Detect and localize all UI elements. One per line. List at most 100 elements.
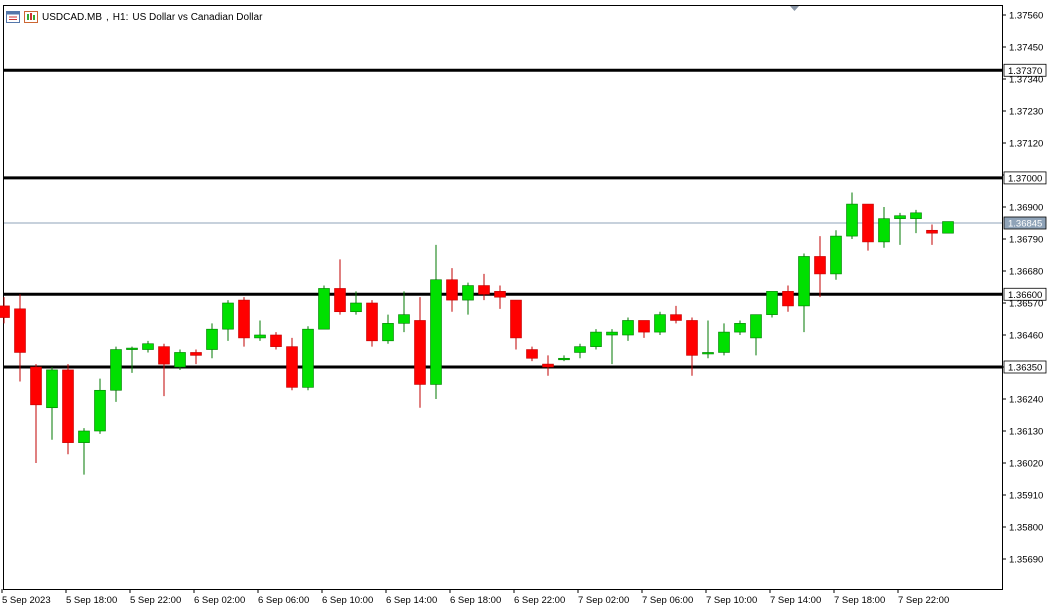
candle-body — [558, 357, 570, 361]
candle — [254, 320, 266, 341]
candle-body — [494, 291, 506, 298]
y-axis-tick-label: 1.35690 — [1009, 555, 1043, 566]
y-axis-tick-label: 1.36130 — [1009, 427, 1043, 438]
candle-body — [190, 352, 202, 356]
y-axis-tick-label: 1.36790 — [1009, 235, 1043, 246]
x-axis-tick-label: 6 Sep 18:00 — [450, 595, 501, 606]
candle — [238, 297, 250, 347]
candle-body — [318, 288, 330, 330]
plot-frame — [3, 5, 1003, 590]
level-price-label: 1.37370 — [1003, 63, 1047, 77]
x-axis-tick-label: 6 Sep 10:00 — [322, 595, 373, 606]
candle-body — [270, 334, 282, 347]
x-axis-tick-label: 6 Sep 06:00 — [258, 595, 309, 606]
x-axis-tick-label: 6 Sep 22:00 — [514, 595, 565, 606]
y-axis-tick-label: 1.36460 — [1009, 331, 1043, 342]
level-price-label: 1.36600 — [1003, 287, 1047, 301]
candle — [46, 367, 58, 440]
candle-body — [0, 305, 10, 318]
candle-body — [670, 314, 682, 321]
candle — [638, 320, 650, 338]
candle-body — [254, 334, 266, 339]
candle-body — [142, 343, 154, 350]
candle — [126, 346, 138, 373]
level-price-label-text: 1.37000 — [1008, 173, 1042, 184]
candle — [750, 314, 762, 356]
candle — [894, 212, 906, 245]
candle — [414, 297, 426, 408]
candle — [590, 329, 602, 350]
candle — [510, 299, 522, 350]
y-axis-tick-label: 1.36240 — [1009, 395, 1043, 406]
candle-body — [798, 256, 810, 307]
level-price-label-text: 1.37370 — [1008, 66, 1042, 77]
candle-body — [14, 308, 26, 353]
candle-body — [510, 299, 522, 339]
y-axis-tick-label: 1.36900 — [1009, 203, 1043, 214]
candle — [910, 209, 922, 234]
one-click-trading-icon[interactable] — [24, 11, 38, 23]
candle — [574, 343, 586, 359]
x-axis-tick-label: 5 Sep 22:00 — [130, 595, 181, 606]
candle — [558, 355, 570, 362]
candle-body — [158, 346, 170, 365]
candle-body — [590, 331, 602, 347]
candle-body — [430, 279, 442, 385]
candle — [366, 300, 378, 347]
candle — [766, 291, 778, 318]
candle-body — [238, 299, 250, 339]
candle-body — [862, 203, 874, 243]
candle-body — [846, 203, 858, 237]
level-price-label: 1.37000 — [1003, 171, 1047, 184]
candle-body — [398, 314, 410, 324]
x-axis-tick-label: 5 Sep 2023 — [2, 595, 51, 606]
candle-body — [30, 366, 42, 406]
candle-body — [414, 320, 426, 385]
candle-body — [926, 229, 938, 234]
candle-body — [766, 291, 778, 315]
candle — [622, 317, 634, 341]
candle-body — [110, 349, 122, 391]
candle-body — [574, 346, 586, 353]
candle-body — [638, 320, 650, 333]
y-axis-tick-label: 1.36020 — [1009, 459, 1043, 470]
timeframe-label: H1: — [112, 11, 129, 23]
candle-body — [830, 235, 842, 275]
candle-body — [734, 323, 746, 333]
level-price-label-text: 1.36350 — [1008, 363, 1042, 374]
chart-window-icon[interactable] — [6, 11, 20, 23]
candle — [446, 268, 458, 312]
y-axis-tick-label: 1.37450 — [1009, 43, 1043, 54]
candle — [926, 224, 938, 245]
candle — [158, 343, 170, 397]
candle-body — [334, 288, 346, 313]
candle — [398, 291, 410, 333]
candle-body — [702, 352, 714, 355]
candle — [494, 285, 506, 309]
candle — [206, 323, 218, 359]
candle — [702, 320, 714, 359]
candle — [734, 320, 746, 335]
candle — [94, 378, 106, 434]
x-axis-tick-label: 7 Sep 22:00 — [898, 595, 949, 606]
candle — [462, 282, 474, 315]
candle — [382, 314, 394, 344]
candle-body — [302, 328, 314, 388]
y-axis-tick-label: 1.37560 — [1009, 11, 1043, 22]
chart-header: USDCAD.MB, H1: US Dollar vs Canadian Dol… — [6, 9, 262, 25]
candle-body — [894, 215, 906, 219]
candle — [334, 259, 346, 315]
candle — [798, 253, 810, 333]
candle — [606, 329, 618, 365]
candle-body — [910, 212, 922, 219]
chart-shift-marker-icon[interactable] — [790, 6, 799, 11]
candle-body — [782, 291, 794, 307]
candle — [174, 349, 186, 370]
level-price-label: 1.36350 — [1003, 360, 1047, 374]
level-price-label-text: 1.36600 — [1008, 290, 1042, 301]
candle-body — [62, 369, 74, 443]
candle — [814, 236, 826, 298]
x-axis-tick-label: 7 Sep 10:00 — [706, 595, 757, 606]
